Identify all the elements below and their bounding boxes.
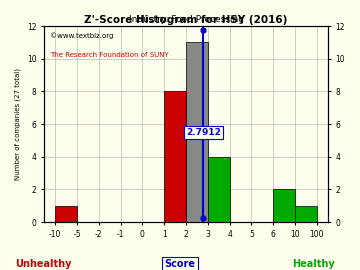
Text: The Research Foundation of SUNY: The Research Foundation of SUNY — [50, 52, 169, 58]
Title: Z'-Score Histogram for HSY (2016): Z'-Score Histogram for HSY (2016) — [84, 15, 288, 25]
Text: Score: Score — [165, 259, 195, 269]
Text: 2.7912: 2.7912 — [186, 128, 221, 137]
Text: Unhealthy: Unhealthy — [15, 259, 71, 269]
Bar — [164, 92, 186, 222]
Y-axis label: Number of companies (27 total): Number of companies (27 total) — [15, 68, 22, 180]
Text: ©www.textbiz.org: ©www.textbiz.org — [50, 32, 113, 39]
Text: Healthy: Healthy — [292, 259, 334, 269]
Bar — [295, 206, 317, 222]
Bar — [208, 157, 230, 222]
Text: Industry: Food Processing: Industry: Food Processing — [129, 15, 243, 24]
Bar — [273, 190, 295, 222]
Bar — [55, 206, 77, 222]
Bar — [186, 42, 208, 222]
